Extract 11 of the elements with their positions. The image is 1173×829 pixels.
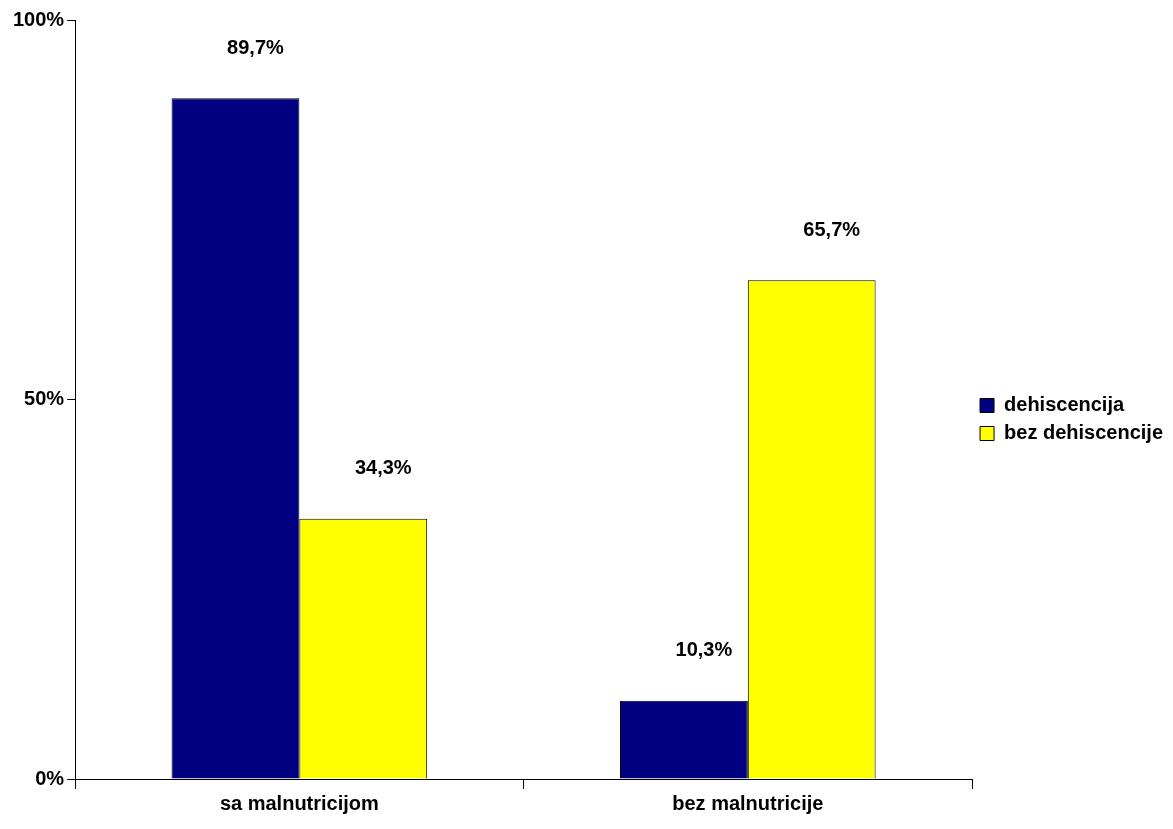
legend-label: dehiscencija bbox=[1004, 393, 1125, 416]
data-label: 10,3% bbox=[675, 638, 733, 661]
data-label: 89,7% bbox=[227, 35, 285, 58]
y-tick-label: 0% bbox=[35, 766, 65, 789]
y-tick-label: 100% bbox=[13, 7, 65, 30]
legend-label: bez dehiscencije bbox=[1004, 421, 1164, 444]
data-label: 34,3% bbox=[354, 456, 412, 479]
data-label: 65,7% bbox=[803, 217, 861, 240]
y-tick-label: 50% bbox=[24, 387, 65, 410]
x-tick-label: bez malnutricije bbox=[672, 791, 824, 814]
x-tick-label: sa malnutricijom bbox=[219, 791, 379, 814]
